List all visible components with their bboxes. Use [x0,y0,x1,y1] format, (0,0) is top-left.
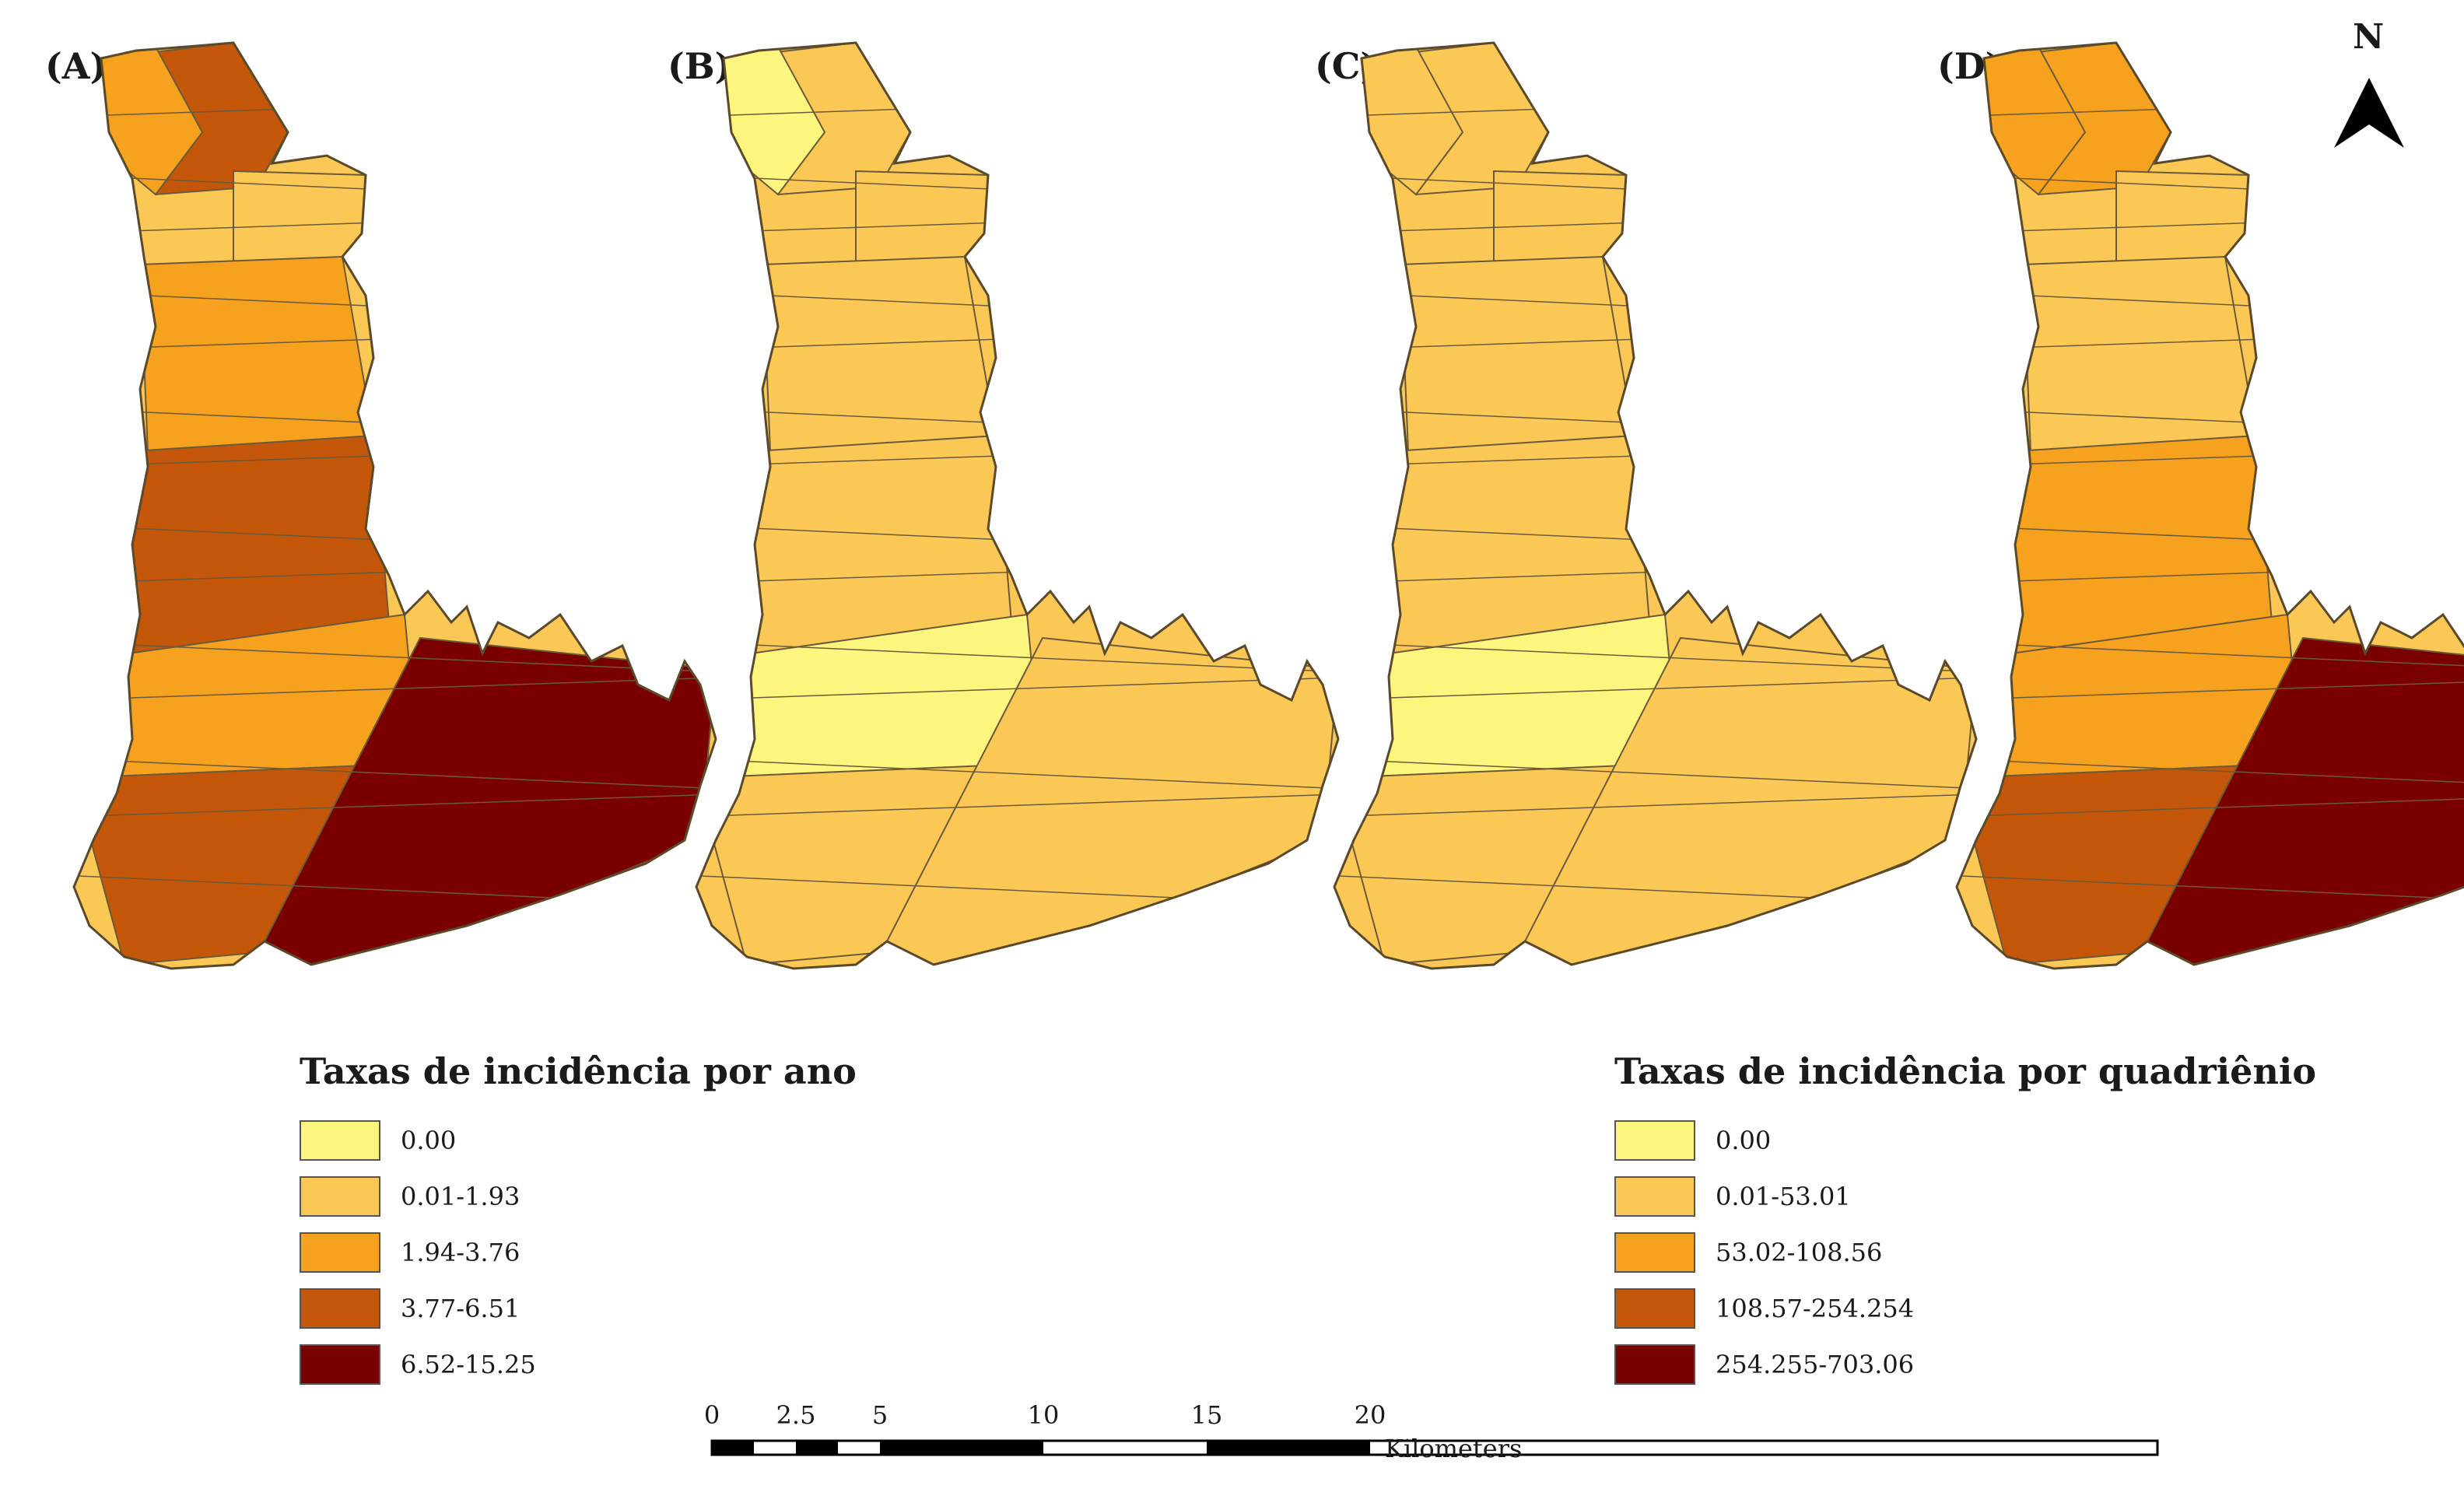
legend-label: 1.94-3.76 [401,1238,520,1267]
legend-swatch [1614,1344,1695,1385]
legend-swatch [300,1176,380,1217]
panel-label-a: (A) [45,45,107,87]
map-region [749,434,1013,655]
legend-label: 254.255-703.06 [1716,1350,1915,1379]
north-label: N [2353,17,2385,57]
legend-label: 0.00 [401,1126,457,1155]
scale-unit: Kilometers [1385,1434,1523,1463]
scale-tick: 10 [1027,1400,1060,1430]
legend-label: 0.01-53.01 [1716,1182,1851,1211]
map-region [2115,170,2250,266]
legend-item: 0.00 [300,1112,857,1168]
legend-item: 254.255-703.06 [1614,1337,2316,1393]
legend-item: 53.02-108.56 [1614,1224,2316,1281]
legend-item: 6.52-15.25 [300,1337,857,1393]
legend-label: 53.02-108.56 [1716,1238,1883,1267]
scale-bar [710,1439,2159,1456]
legend-label: 108.57-254.254 [1716,1294,1915,1323]
panel-label-b: (B) [668,45,732,87]
scale-tick: 15 [1190,1400,1223,1430]
legend-swatch [300,1344,380,1385]
map-region [2021,255,2258,453]
map-panel [1955,41,2464,970]
legend-swatch [1614,1232,1695,1273]
map-region [761,255,997,453]
map-region [127,434,391,655]
map-region [1493,170,1628,266]
legend-swatch [300,1120,380,1161]
legend-item: 0.00 [1614,1112,2316,1168]
map-region [855,170,990,266]
scale-tick: 0 [703,1400,720,1430]
legend-item: 0.01-1.93 [300,1168,857,1224]
map-region [1399,255,1635,453]
choropleth-maps [72,41,2464,970]
scale-tick: 5 [871,1400,889,1430]
legend-title: Taxas de incidência por quadriênio [1614,1050,2317,1092]
map-panel [72,41,717,970]
legend-swatch [1614,1288,1695,1329]
legend-label: 0.01-1.93 [401,1182,520,1211]
scale-tick: 2.5 [776,1400,816,1430]
map-panel [1333,41,1978,970]
legend-item: 0.01-53.01 [1614,1168,2316,1224]
map-region [138,255,375,453]
legend-swatch [300,1232,380,1273]
map-region [2010,434,2273,655]
legend-item: 3.77-6.51 [300,1281,857,1337]
legend-per-quadrennium: Taxas de incidência por quadriênio 0.00 … [1614,1050,2316,1393]
map-region [233,170,367,266]
legend-label: 6.52-15.25 [401,1350,536,1379]
legend-swatch [300,1288,380,1329]
north-arrow-icon [2334,78,2404,148]
legend-item: 108.57-254.254 [1614,1281,2316,1337]
legend-swatch [1614,1176,1695,1217]
scale-tick: 20 [1354,1400,1386,1430]
legend-label: 0.00 [1716,1126,1772,1155]
map-region [1387,434,1651,655]
legend-swatch [1614,1120,1695,1161]
legend-per-year: Taxas de incidência por ano 0.00 0.01-1.… [300,1050,857,1393]
map-panel [695,41,1340,970]
legend-item: 1.94-3.76 [300,1224,857,1281]
legend-label: 3.77-6.51 [401,1294,520,1323]
legend-title: Taxas de incidência por ano [300,1050,857,1092]
